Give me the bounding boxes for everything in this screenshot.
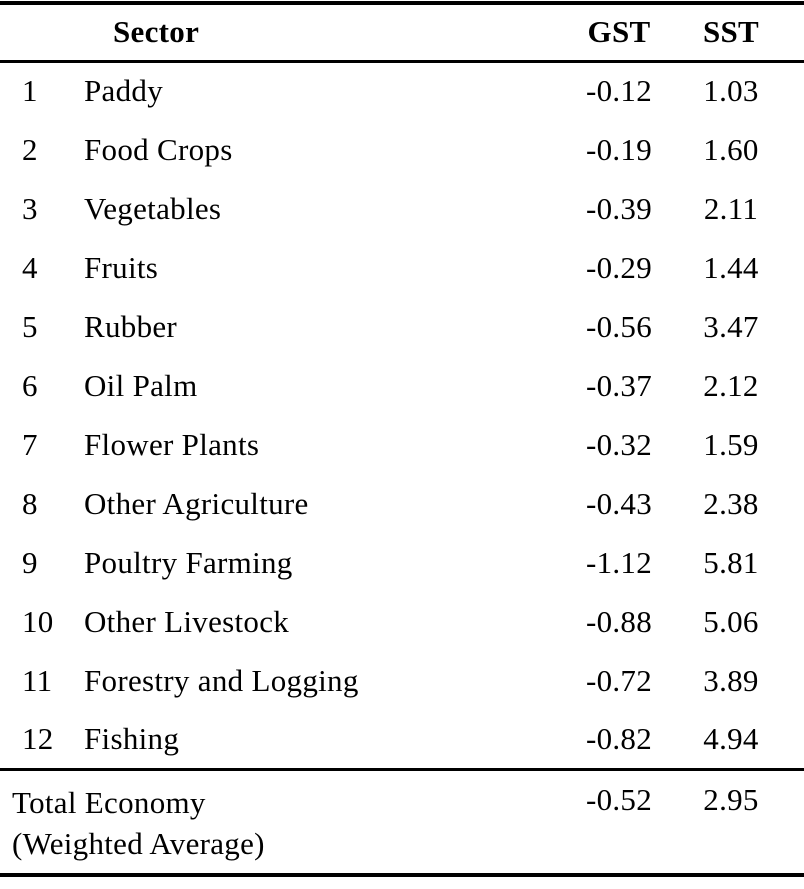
row-number: 8: [22, 485, 38, 521]
table-row: 10 Other Livestock -0.88 5.06: [0, 592, 804, 651]
sector-name: Rubber: [84, 308, 178, 344]
gst-value: -0.88: [585, 603, 653, 639]
sector-name: Paddy: [84, 73, 163, 109]
sst-value: 4.94: [703, 720, 759, 756]
sst-value: 3.47: [703, 308, 759, 344]
sst-value: 2.38: [703, 485, 759, 521]
sst-value: 2.12: [703, 367, 759, 403]
sst-value: 1.44: [703, 249, 759, 285]
row-number: 12: [22, 720, 54, 756]
column-header-sst: SST: [702, 14, 760, 50]
total-label-line2: (Weighted Average): [12, 825, 265, 861]
sst-value: 1.59: [703, 426, 759, 462]
column-header-sector: Sector: [113, 14, 200, 50]
table-row: 2 Food Crops -0.19 1.60: [0, 120, 804, 179]
gst-value: -0.37: [585, 367, 653, 403]
row-number: 7: [22, 426, 38, 462]
sector-name: Food Crops: [84, 131, 233, 167]
gst-value: -1.12: [585, 544, 653, 580]
sst-value: 1.03: [703, 73, 759, 109]
total-gst-value: -0.52: [585, 781, 653, 817]
gst-value: -0.56: [585, 308, 653, 344]
table-row: 8 Other Agriculture -0.43 2.38: [0, 474, 804, 533]
gst-value: -0.82: [585, 720, 653, 756]
row-number: 10: [22, 603, 54, 639]
table-row: 6 Oil Palm -0.37 2.12: [0, 356, 804, 415]
total-label-line1: Total Economy: [12, 784, 206, 820]
sst-value: 5.81: [703, 544, 759, 580]
table-row: 5 Rubber -0.56 3.47: [0, 297, 804, 356]
sector-name: Poultry Farming: [84, 544, 293, 580]
row-number: 3: [22, 190, 38, 226]
table-header-row: Sector GST SST: [0, 3, 804, 61]
row-number: 4: [22, 249, 38, 285]
column-header-gst: GST: [587, 14, 651, 50]
sector-name: Other Livestock: [84, 603, 290, 639]
sst-value: 2.11: [703, 190, 759, 226]
sst-value: 1.60: [703, 131, 759, 167]
sector-name: Flower Plants: [84, 426, 260, 462]
sector-name: Fishing: [84, 720, 180, 756]
row-number: 11: [22, 662, 53, 698]
gst-value: -0.72: [585, 662, 653, 698]
row-number: 9: [22, 544, 38, 580]
gst-value: -0.43: [585, 485, 653, 521]
table-row: 4 Fruits -0.29 1.44: [0, 238, 804, 297]
row-number: 1: [22, 73, 38, 109]
total-sst-value: 2.95: [703, 781, 759, 817]
table-row: 11 Forestry and Logging -0.72 3.89: [0, 651, 804, 710]
sector-name: Forestry and Logging: [84, 662, 359, 698]
sector-name: Vegetables: [84, 190, 222, 226]
row-number: 6: [22, 367, 38, 403]
table-row: 3 Vegetables -0.39 2.11: [0, 179, 804, 238]
sst-value: 5.06: [703, 603, 759, 639]
gst-value: -0.29: [585, 249, 653, 285]
table-row: 1 Paddy -0.12 1.03: [0, 61, 804, 120]
row-number: 5: [22, 308, 38, 344]
table-row: 9 Poultry Farming -1.12 5.81: [0, 533, 804, 592]
gst-value: -0.32: [585, 426, 653, 462]
table-row: 7 Flower Plants -0.32 1.59: [0, 415, 804, 474]
sector-name: Other Agriculture: [84, 485, 309, 521]
total-label: Total Economy (Weighted Average): [0, 769, 560, 875]
gst-value: -0.19: [585, 131, 653, 167]
gst-value: -0.39: [585, 190, 653, 226]
table-row: 12 Fishing -0.82 4.94: [0, 710, 804, 769]
sst-value: 3.89: [703, 662, 759, 698]
sector-name: Fruits: [84, 249, 159, 285]
gst-value: -0.12: [585, 73, 653, 109]
total-row: Total Economy (Weighted Average) -0.52 2…: [0, 769, 804, 875]
sector-name: Oil Palm: [84, 367, 198, 403]
row-number: 2: [22, 131, 38, 167]
